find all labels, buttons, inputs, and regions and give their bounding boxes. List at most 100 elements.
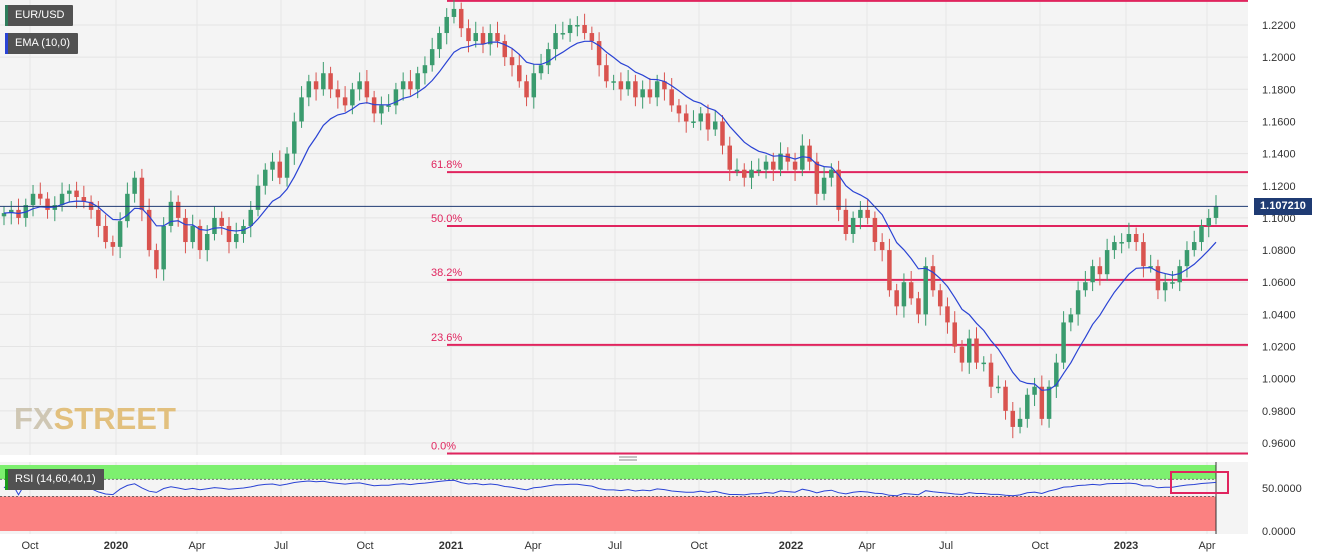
candle-body (1032, 386, 1037, 395)
candle-body (495, 33, 500, 42)
candle-body (858, 209, 863, 218)
candle-body (1119, 242, 1124, 244)
ema-legend[interactable]: EMA (10,0) (5, 33, 79, 54)
time-tick-label: Apr (188, 540, 205, 552)
rsi-indicator (0, 462, 1229, 534)
rsi-axis: 50.0000 0.0000 (1262, 483, 1302, 538)
candle-body (219, 217, 224, 226)
candle-body (575, 25, 580, 27)
candle-body (517, 65, 522, 82)
rsi-legend[interactable]: RSI (14,60,40,1) (5, 469, 104, 490)
candle-body (59, 193, 65, 206)
candle-body (473, 33, 478, 42)
candle-body (125, 193, 130, 222)
candle-body (233, 234, 239, 243)
candle-body (204, 234, 210, 251)
fib-label: 38.2% (431, 267, 462, 279)
candle-body (596, 41, 602, 66)
candle-body (546, 49, 551, 66)
price-axis: 1.2200 1.2000 1.1800 1.1600 1.1400 1.1200 1.10… (1262, 20, 1296, 450)
candle-body (887, 250, 892, 291)
candle-body (321, 73, 326, 90)
time-axis: Oct 2020 Apr Jul Oct 2021 Apr Jul Oct 2022 Apr Jul O… (21, 540, 1215, 552)
candle-body (38, 193, 43, 199)
time-tick-label: Oct (690, 540, 707, 552)
candle-body (633, 81, 638, 98)
candle-body (560, 33, 566, 35)
time-tick-label: Jul (274, 540, 288, 552)
price-tick-label: 1.1200 (1262, 181, 1296, 193)
candle-body (981, 362, 987, 365)
candle-body (444, 16, 449, 34)
time-tick-label: 2021 (439, 540, 463, 552)
rsi-tick-label: 0.0000 (1262, 526, 1296, 538)
candle-body (139, 177, 145, 210)
price-tick-label: 1.1600 (1262, 116, 1296, 128)
candle-body (604, 65, 609, 82)
pane-resize-handle[interactable] (619, 456, 637, 461)
price-tick-label: 1.0000 (1262, 374, 1296, 386)
candle-body (1054, 362, 1059, 387)
candle-body (226, 225, 232, 243)
candle-body (785, 153, 791, 162)
candle-body (1083, 282, 1088, 291)
time-tick-label: Jul (939, 540, 953, 552)
candle-body (299, 97, 304, 122)
candle-body (502, 41, 508, 58)
candle-body (640, 89, 645, 98)
candle-body (270, 161, 275, 170)
candle-body (1097, 266, 1103, 275)
candle-body (357, 81, 362, 90)
candle-body (1148, 266, 1153, 268)
candle-body (676, 105, 682, 114)
candle-body (807, 145, 812, 162)
fib-label: 50.0% (431, 213, 462, 225)
ema-color-marker (5, 33, 8, 54)
candle-body (865, 209, 870, 218)
time-tick-label: Oct (356, 540, 373, 552)
candle-body (96, 209, 101, 226)
price-tick-label: 1.2200 (1262, 20, 1296, 32)
candle-body (1046, 386, 1052, 419)
candle-body (328, 73, 333, 90)
candle-body (364, 81, 370, 98)
candle-body (959, 346, 965, 363)
candle-body (582, 25, 587, 34)
candle-body (67, 190, 72, 194)
candle-body (814, 161, 820, 194)
candle-body (1206, 217, 1211, 226)
candle-body (683, 113, 689, 122)
candle-body (255, 185, 261, 210)
time-tick-label: Apr (1198, 540, 1215, 552)
candle-body (771, 161, 776, 170)
candle-body (662, 81, 667, 90)
candle-body (30, 193, 36, 206)
candle-body (974, 338, 979, 363)
candle-body (161, 225, 166, 270)
time-tick-label: 2020 (104, 540, 128, 552)
candles (1, 0, 1219, 439)
candle-body (1068, 314, 1074, 323)
candle-body (698, 113, 703, 122)
candle-body (1025, 394, 1030, 419)
candle-body (625, 81, 631, 90)
candle-body (9, 209, 14, 214)
symbol-legend[interactable]: EUR/USD (5, 5, 73, 26)
candle-body (212, 217, 217, 234)
candle-body (966, 338, 972, 363)
candle-body (1010, 410, 1016, 427)
time-tick-label: Jul (608, 540, 622, 552)
candle-body (821, 177, 827, 194)
candle-body (183, 217, 188, 243)
candle-body (734, 169, 740, 172)
symbol-label: EUR/USD (15, 9, 65, 21)
candle-body (850, 217, 856, 234)
candle-body (647, 89, 653, 98)
candle-body (800, 145, 805, 170)
candle-body (458, 8, 464, 29)
candle-body (1141, 242, 1146, 267)
candle-body (618, 81, 624, 90)
candle-body (712, 121, 718, 130)
candle-body (451, 8, 457, 17)
candle-body (705, 113, 711, 130)
